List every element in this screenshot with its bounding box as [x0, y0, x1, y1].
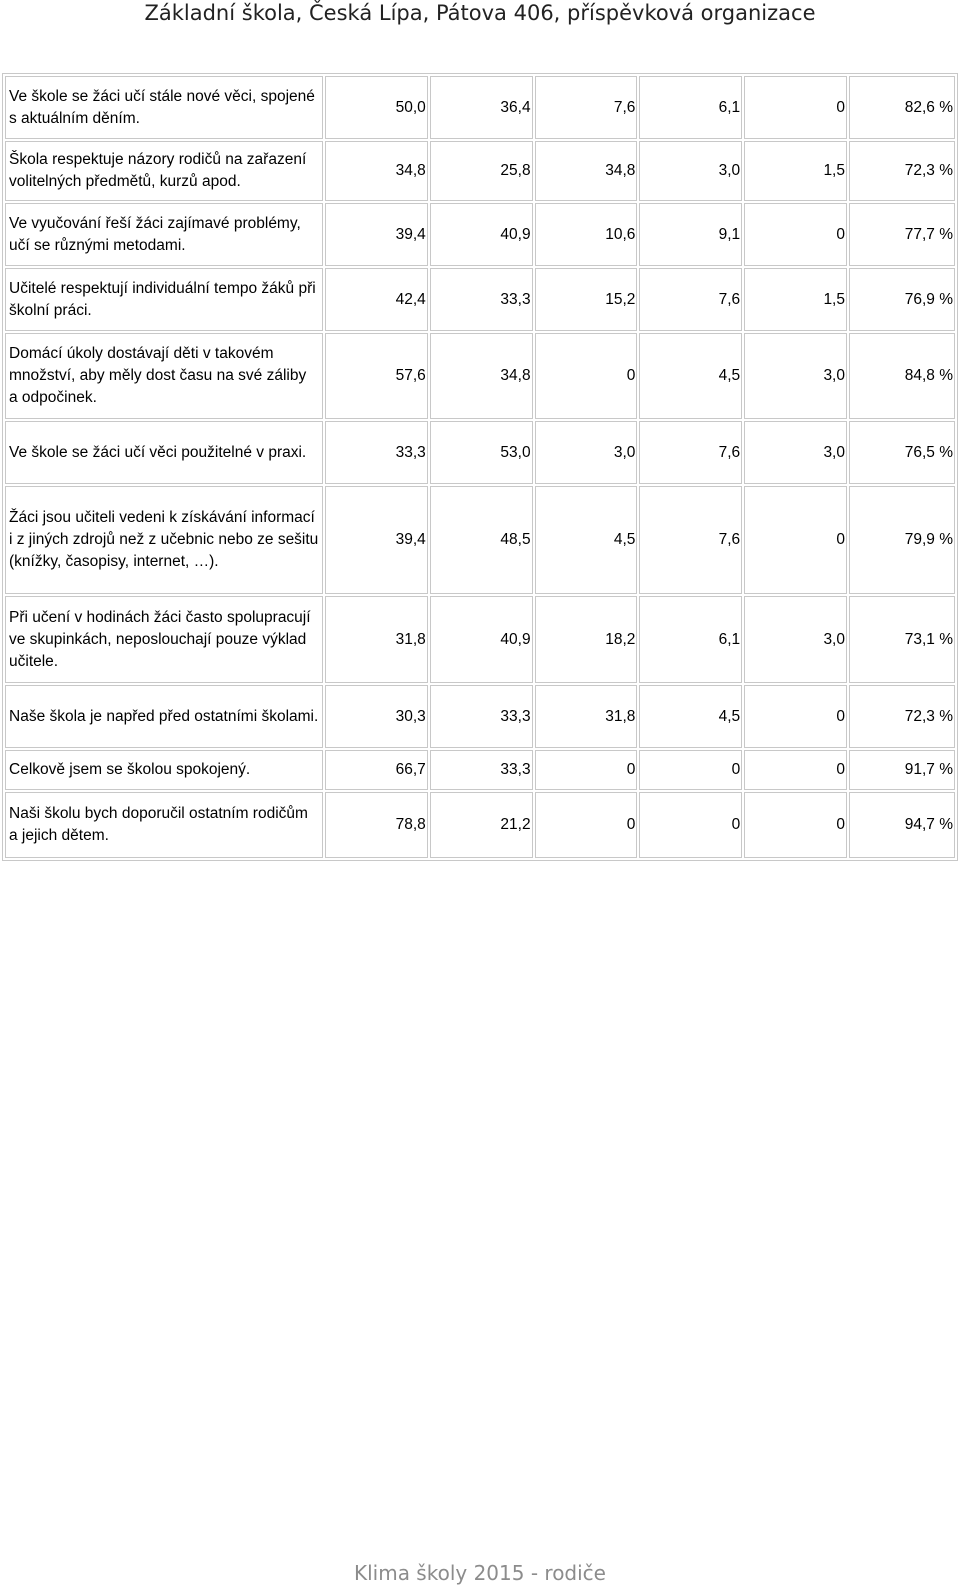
value-cell: 33,3 [325, 421, 428, 484]
table-row: Ve škole se žáci učí věci použitelné v p… [5, 421, 955, 484]
value-cell: 34,8 [534, 141, 638, 201]
value-cell: 3,0 [744, 596, 847, 683]
value-cell: 53,0 [429, 421, 533, 484]
table-row: Učitelé respektují individuální tempo žá… [5, 268, 955, 331]
value-cell: 6,1 [639, 596, 743, 683]
value-cell: 0 [744, 76, 847, 139]
question-cell: Celkově jsem se školou spokojený. [5, 750, 323, 790]
value-cell: 50,0 [325, 76, 428, 139]
value-cell: 0 [534, 333, 638, 419]
question-cell: Naši školu bych doporučil ostatním rodič… [5, 792, 323, 858]
value-cell: 39,4 [325, 486, 428, 594]
value-cell: 7,6 [639, 268, 743, 331]
value-cell: 30,3 [325, 685, 428, 748]
value-cell: 78,8 [325, 792, 428, 858]
value-cell: 7,6 [639, 421, 743, 484]
value-cell: 0 [639, 792, 743, 858]
question-cell: Ve vyučování řeší žáci zajímavé problémy… [5, 203, 323, 266]
question-cell: Škola respektuje názory rodičů na zařaze… [5, 141, 323, 201]
value-cell: 1,5 [744, 141, 847, 201]
value-cell: 48,5 [429, 486, 533, 594]
value-cell: 66,7 [325, 750, 428, 790]
value-cell: 0 [744, 792, 847, 858]
table-row: Domácí úkoly dostávají děti v takovém mn… [5, 333, 955, 419]
total-percent-cell: 91,7 % [849, 750, 955, 790]
value-cell: 40,9 [429, 203, 533, 266]
question-cell: Žáci jsou učiteli vedeni k získávání inf… [5, 486, 323, 594]
question-cell: Naše škola je napřed před ostatními škol… [5, 685, 323, 748]
value-cell: 0 [744, 750, 847, 790]
value-cell: 3,0 [744, 333, 847, 419]
value-cell: 0 [744, 486, 847, 594]
question-cell: Domácí úkoly dostávají děti v takovém mn… [5, 333, 323, 419]
total-percent-cell: 94,7 % [849, 792, 955, 858]
table-row: Škola respektuje názory rodičů na zařaze… [5, 141, 955, 201]
value-cell: 15,2 [534, 268, 638, 331]
question-cell: Při učení v hodinách žáci často spolupra… [5, 596, 323, 683]
value-cell: 34,8 [429, 333, 533, 419]
survey-table-body: Ve škole se žáci učí stále nové věci, sp… [5, 76, 955, 858]
question-cell: Ve škole se žáci učí věci použitelné v p… [5, 421, 323, 484]
value-cell: 33,3 [429, 685, 533, 748]
value-cell: 0 [744, 203, 847, 266]
value-cell: 3,0 [744, 421, 847, 484]
value-cell: 0 [534, 792, 638, 858]
table-row: Celkově jsem se školou spokojený. 66,7 3… [5, 750, 955, 790]
total-percent-cell: 79,9 % [849, 486, 955, 594]
table-row: Naše škola je napřed před ostatními škol… [5, 685, 955, 748]
value-cell: 9,1 [639, 203, 743, 266]
value-cell: 31,8 [534, 685, 638, 748]
total-percent-cell: 72,3 % [849, 141, 955, 201]
total-percent-cell: 77,7 % [849, 203, 955, 266]
question-cell: Učitelé respektují individuální tempo žá… [5, 268, 323, 331]
table-row: Ve vyučování řeší žáci zajímavé problémy… [5, 203, 955, 266]
value-cell: 0 [534, 750, 638, 790]
table-row: Ve škole se žáci učí stále nové věci, sp… [5, 76, 955, 139]
question-cell: Ve škole se žáci učí stále nové věci, sp… [5, 76, 323, 139]
table-row: Naši školu bych doporučil ostatním rodič… [5, 792, 955, 858]
total-percent-cell: 84,8 % [849, 333, 955, 419]
table-row: Při učení v hodinách žáci často spolupra… [5, 596, 955, 683]
value-cell: 42,4 [325, 268, 428, 331]
total-percent-cell: 73,1 % [849, 596, 955, 683]
value-cell: 3,0 [534, 421, 638, 484]
page-footer: Klima školy 2015 - rodiče [353, 1561, 606, 1585]
value-cell: 40,9 [429, 596, 533, 683]
value-cell: 25,8 [429, 141, 533, 201]
value-cell: 7,6 [639, 486, 743, 594]
survey-results-table: Ve škole se žáci učí stále nové věci, sp… [2, 73, 958, 861]
value-cell: 3,0 [639, 141, 743, 201]
value-cell: 33,3 [429, 268, 533, 331]
total-percent-cell: 76,9 % [849, 268, 955, 331]
value-cell: 21,2 [429, 792, 533, 858]
table-row: Žáci jsou učiteli vedeni k získávání inf… [5, 486, 955, 594]
value-cell: 0 [744, 685, 847, 748]
value-cell: 10,6 [534, 203, 638, 266]
value-cell: 4,5 [639, 685, 743, 748]
value-cell: 1,5 [744, 268, 847, 331]
value-cell: 34,8 [325, 141, 428, 201]
value-cell: 4,5 [639, 333, 743, 419]
value-cell: 31,8 [325, 596, 428, 683]
page-header: Základní škola, Česká Lípa, Pátova 406, … [144, 1, 816, 25]
value-cell: 39,4 [325, 203, 428, 266]
total-percent-cell: 72,3 % [849, 685, 955, 748]
value-cell: 57,6 [325, 333, 428, 419]
value-cell: 18,2 [534, 596, 638, 683]
value-cell: 4,5 [534, 486, 638, 594]
value-cell: 7,6 [534, 76, 638, 139]
value-cell: 0 [639, 750, 743, 790]
total-percent-cell: 76,5 % [849, 421, 955, 484]
value-cell: 36,4 [429, 76, 533, 139]
value-cell: 33,3 [429, 750, 533, 790]
total-percent-cell: 82,6 % [849, 76, 955, 139]
value-cell: 6,1 [639, 76, 743, 139]
